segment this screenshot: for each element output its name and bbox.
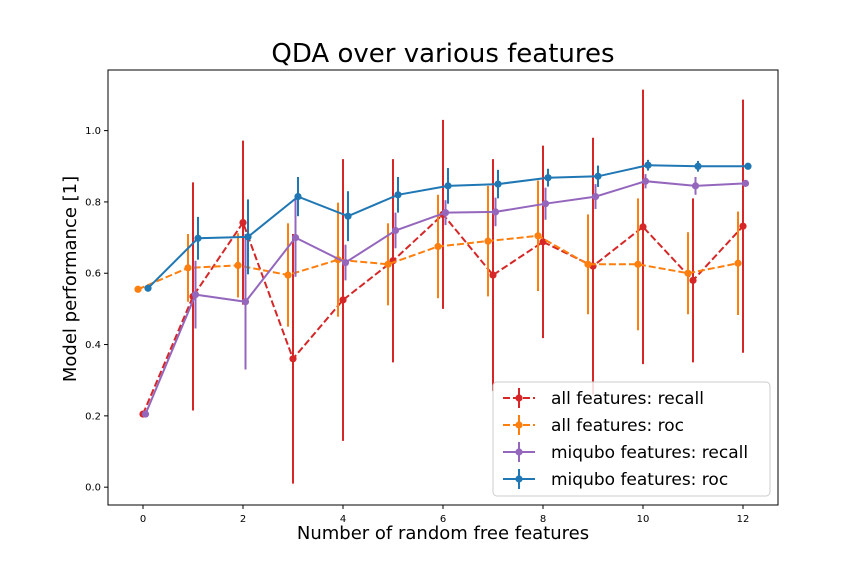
data-point xyxy=(591,192,600,201)
data-point xyxy=(684,269,692,277)
data-point xyxy=(689,276,697,284)
data-point xyxy=(239,219,247,227)
data-point xyxy=(194,234,202,242)
data-point xyxy=(191,291,200,299)
y-tick-label: 0.8 xyxy=(85,197,101,208)
series-3 xyxy=(144,159,752,292)
data-point xyxy=(144,284,152,292)
data-point xyxy=(134,285,142,293)
data-point xyxy=(394,191,402,199)
data-point xyxy=(441,209,450,217)
legend-label: miqubo features: roc xyxy=(551,470,728,490)
chart-title: QDA over various features xyxy=(271,39,614,69)
data-point xyxy=(344,212,352,220)
data-point xyxy=(639,223,647,231)
series-2 xyxy=(141,174,750,418)
y-tick-label: 0.6 xyxy=(85,269,101,280)
data-point xyxy=(691,182,700,190)
plot-area: 0 2 4 6 8 10 12 0.0 0.2 0.4 0.6 0.8 1.0 xyxy=(85,69,779,525)
data-point xyxy=(641,177,650,185)
data-point xyxy=(534,232,542,240)
legend-marker xyxy=(515,475,523,483)
data-point xyxy=(391,226,400,235)
data-point xyxy=(494,180,502,188)
data-point xyxy=(644,161,652,169)
data-point xyxy=(489,271,497,279)
legend: all features: recall all features: roc miq… xyxy=(492,381,771,497)
y-tick-label: 0.4 xyxy=(85,340,101,351)
data-point xyxy=(734,259,742,267)
data-point xyxy=(289,355,297,363)
x-tick-label: 12 xyxy=(737,514,750,525)
data-point xyxy=(444,182,452,190)
data-point xyxy=(541,200,550,208)
x-tick-label: 0 xyxy=(140,514,146,525)
legend-label: all features: roc xyxy=(551,416,684,436)
x-tick-label: 4 xyxy=(340,514,346,525)
x-tick-label: 6 xyxy=(440,514,446,525)
data-point xyxy=(141,410,150,418)
data-point xyxy=(544,174,552,182)
data-point xyxy=(584,260,592,268)
series-1 xyxy=(134,180,742,331)
legend-marker xyxy=(515,448,523,456)
data-point xyxy=(184,264,192,272)
data-point xyxy=(384,260,392,268)
y-axis-label: Model performance [1] xyxy=(60,176,81,382)
data-point xyxy=(291,233,300,242)
data-point xyxy=(634,260,642,268)
y-tick-label: 0.0 xyxy=(85,483,101,494)
x-axis-label: Number of random free features xyxy=(297,523,589,544)
data-point xyxy=(284,271,292,279)
data-point xyxy=(484,237,492,245)
data-point xyxy=(744,162,752,170)
data-point xyxy=(234,261,242,269)
data-point xyxy=(739,222,747,230)
data-point xyxy=(244,233,252,241)
legend-entry: all features: recall xyxy=(503,388,704,409)
legend-marker xyxy=(515,394,523,402)
y-tick-label: 0.2 xyxy=(85,411,101,422)
legend-marker xyxy=(515,421,523,429)
x-tick-label: 10 xyxy=(637,514,650,525)
y-tick-label: 1.0 xyxy=(85,126,101,137)
legend-entry: miqubo features: recall xyxy=(503,442,748,463)
data-point xyxy=(241,298,250,306)
data-point xyxy=(491,208,500,216)
data-point xyxy=(539,238,547,246)
data-point xyxy=(341,258,350,267)
legend-entry: all features: roc xyxy=(503,415,684,436)
data-point xyxy=(741,179,750,187)
data-point xyxy=(594,172,602,180)
data-point xyxy=(294,192,302,201)
data-point xyxy=(339,296,347,304)
x-tick-label: 8 xyxy=(540,514,546,525)
legend-label: all features: recall xyxy=(551,389,704,409)
legend-label: miqubo features: recall xyxy=(551,443,748,463)
x-tick-label: 2 xyxy=(240,514,246,525)
data-point xyxy=(694,162,702,170)
legend-box xyxy=(492,381,771,497)
legend-entry: miqubo features: roc xyxy=(503,469,728,490)
data-point xyxy=(434,242,442,251)
